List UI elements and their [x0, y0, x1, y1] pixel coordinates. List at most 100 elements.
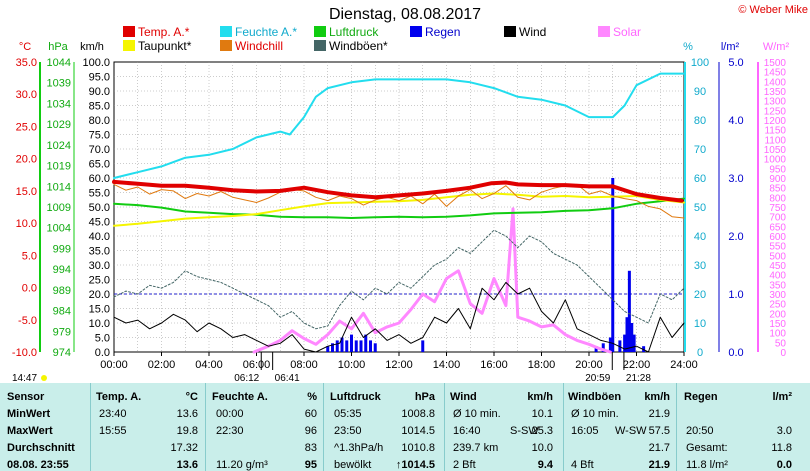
rain-bar: [373, 343, 377, 352]
stats-row-label: MaxWert: [7, 425, 53, 437]
stats-divider: [323, 383, 324, 471]
rain-bar: [608, 337, 612, 352]
solar-tick-label: 1450: [764, 68, 787, 79]
x-tick-label: 06:00: [243, 359, 271, 371]
legend-label: Wind: [519, 25, 547, 39]
legend-swatch: [123, 40, 135, 51]
stats-current-wind-bft: 2 Bft: [453, 459, 476, 471]
wind-tick-label: 30.0: [89, 260, 110, 272]
rain-tick-label: 4.0: [728, 115, 743, 127]
legend-label: Solar: [613, 25, 642, 39]
rain-tick-label: 0.0: [728, 347, 743, 359]
sun-icon: [41, 375, 47, 381]
pressure-tick-label: 1034: [47, 98, 71, 110]
series-line-solar: [252, 207, 612, 354]
stats-humidity-value: 60: [304, 408, 317, 420]
stats-gust-value: 57.5: [648, 425, 670, 437]
x-tick-label: 10:00: [338, 359, 366, 371]
weather-chart: °C hPa km/h% l/m² W/m² 35.0 30.0 25.0 20.0 15.0 10…: [12, 41, 790, 383]
wind-tick-label: 65.0: [89, 159, 110, 171]
legend-swatch: [410, 26, 422, 37]
stats-temp-value: 17.32: [170, 442, 198, 454]
x-tick-label: 22:00: [623, 359, 651, 371]
wind-tick-label: 80.0: [89, 115, 110, 127]
rain-bar: [421, 340, 425, 352]
rain-bar: [326, 346, 330, 352]
stats-gust-value: 21.9: [648, 408, 670, 420]
stats-wind-dir: S-SW: [510, 425, 539, 437]
solar-tick-label: 1100: [764, 135, 786, 146]
series-line-taupunkt: [113, 192, 685, 227]
legend-item: Regen: [410, 25, 460, 39]
stats-current-temp: 13.6: [176, 459, 198, 471]
sun-marker-label: 06:12: [234, 373, 259, 383]
rain-bar: [625, 317, 629, 352]
stats-rain-time: 20:50: [686, 425, 714, 437]
solar-tick-label: 550: [769, 242, 786, 253]
stats-humidity-value: 83: [304, 442, 317, 454]
temp-tick-label: 0.0: [22, 283, 37, 295]
stats-current-humidity: 95: [304, 459, 317, 471]
series-line-feuchte-a: [113, 72, 685, 179]
temp-tick-label: 30.0: [16, 89, 37, 101]
temp-tick-label: 35.0: [16, 57, 37, 69]
stats-header-humidity-unit: %: [307, 391, 317, 403]
rain-bar: [364, 334, 368, 352]
x-tick-label: 20:00: [575, 359, 603, 371]
axis-unit-pressure: hPa: [48, 41, 68, 53]
solar-tick-label: 1350: [764, 87, 787, 98]
solar-tick-label: 150: [769, 319, 786, 330]
stats-gust-value: 21.7: [648, 442, 670, 454]
stats-pressure-value: 1008.8: [401, 408, 435, 420]
rain-bar: [642, 346, 646, 352]
temp-tick-label: 5.0: [22, 250, 37, 262]
wind-tick-label: 50.0: [89, 202, 110, 214]
rain-bar: [627, 270, 631, 352]
sun-marker-label: 21:28: [626, 373, 651, 383]
stats-header-temp: Temp. A.: [96, 391, 142, 403]
humidity-tick-label: 50: [694, 202, 706, 214]
stats-current-rain: 0.0: [776, 459, 792, 471]
solar-tick-label: 900: [769, 174, 786, 185]
stats-row-label: Durchschnitt: [7, 442, 75, 454]
stats-pressure-time: 05:35: [334, 408, 362, 420]
stats-pressure-time: 23:50: [334, 425, 362, 437]
legend-label: Temp. A.*: [138, 25, 190, 39]
stats-rain-value: 3.0: [776, 425, 792, 437]
series-line-wind: [113, 281, 685, 353]
wind-tick-label: 20.0: [89, 289, 110, 301]
stats-wind-time: 239.7 km: [453, 442, 499, 454]
solar-tick-label: 250: [769, 300, 786, 311]
legend-swatch: [598, 26, 610, 37]
rain-tick-label: 3.0: [728, 173, 743, 185]
stats-humidity-value: 96: [304, 425, 317, 437]
humidity-tick-label: 100: [691, 57, 709, 69]
axis-unit-rain: l/m²: [721, 41, 740, 53]
humidity-tick-label: 60: [694, 173, 706, 185]
x-tick-label: 16:00: [480, 359, 508, 371]
pressure-tick-label: 1009: [47, 202, 71, 214]
stats-current-rain-total: 11.8 l/m²: [686, 459, 728, 471]
solar-tick-label: 750: [769, 203, 786, 214]
rain-bar: [369, 340, 372, 352]
stats-wind-value: 10.0: [531, 442, 553, 454]
legend-label: Regen: [425, 25, 461, 39]
legend-item: Wind: [504, 25, 546, 39]
stats-temp-value: 13.6: [176, 408, 198, 420]
humidity-tick-label: 0: [697, 347, 703, 359]
x-tick-label: 02:00: [148, 359, 176, 371]
wind-tick-label: 40.0: [89, 231, 110, 243]
stats-current-gust: 21.9: [648, 459, 670, 471]
stats-wind-value: 10.1: [531, 408, 553, 420]
humidity-tick-label: 70: [694, 144, 706, 156]
pressure-tick-label: 1029: [47, 119, 71, 131]
stats-current-abs-humidity: 11.20 g/m³: [216, 459, 268, 471]
rain-bar: [611, 178, 615, 352]
x-tick-label: 18:00: [528, 359, 556, 371]
stats-humidity-time: 00:00: [216, 408, 244, 420]
stats-header-rain-unit: l/m²: [772, 391, 792, 403]
humidity-tick-label: 90: [694, 86, 706, 98]
humidity-tick-label: 80: [694, 115, 706, 127]
solar-tick-label: 800: [769, 193, 786, 204]
rain-bar: [359, 340, 363, 352]
